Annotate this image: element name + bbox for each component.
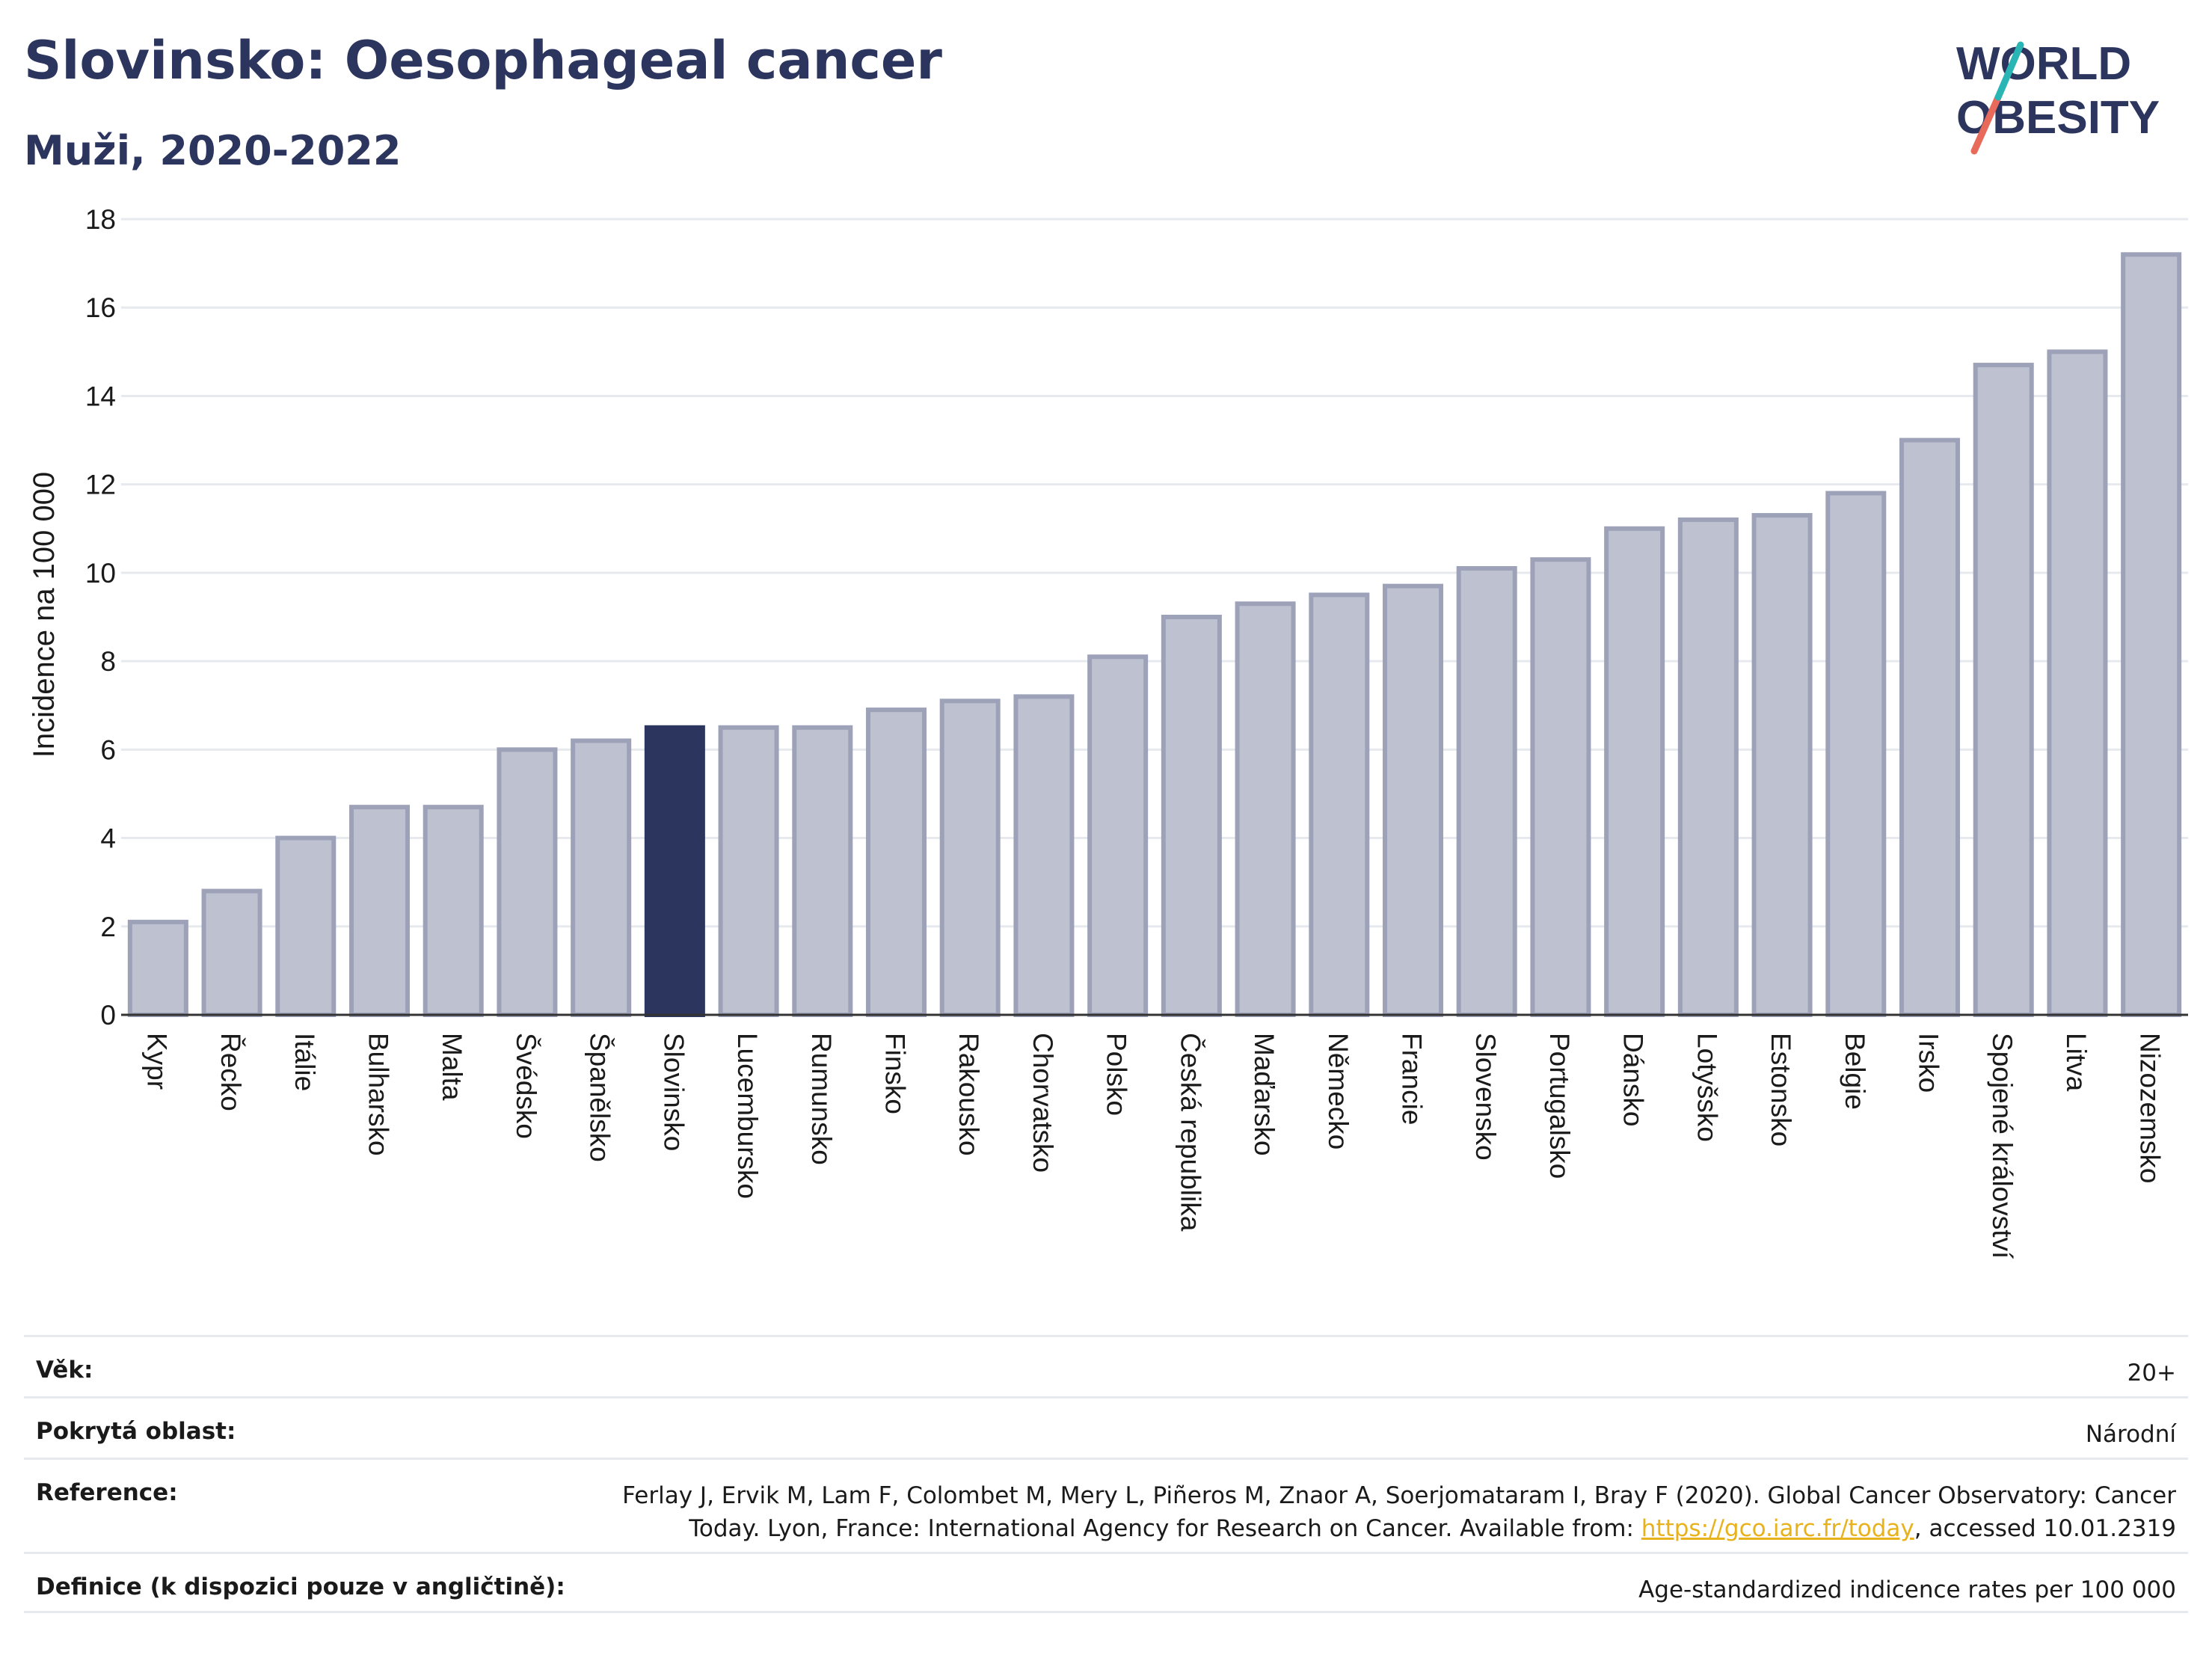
definition-label: Definice (k dispozici pouze v angličtině…: [36, 1573, 565, 1600]
x-tick-label: Španělsko: [585, 1033, 615, 1162]
x-tick-label: Spojené království: [1987, 1033, 2018, 1259]
bar: [1530, 557, 1591, 1017]
bars: [127, 252, 2182, 1018]
info-row-reference: Reference: Ferlay J, Ervik M, Lam F, Col…: [24, 1458, 2188, 1552]
x-tick-label: Finsko: [880, 1033, 911, 1114]
bar: [201, 888, 262, 1017]
logo-line1: WORLD: [1956, 38, 2131, 90]
area-label: Pokrytá oblast:: [36, 1418, 236, 1445]
x-tick-label: Rakousko: [953, 1033, 984, 1156]
y-tick-label: 6: [100, 734, 116, 765]
bar: [275, 835, 337, 1017]
bar: [1825, 491, 1887, 1017]
info-row-definition: Definice (k dispozici pouze v angličtině…: [24, 1552, 2188, 1613]
y-tick-labels: 0 2 4 6 8 10 12 14 16 18: [85, 204, 116, 1031]
bar: [865, 707, 927, 1018]
info-row-area: Pokrytá oblast: Národní: [24, 1396, 2188, 1458]
bar: [571, 738, 632, 1017]
reference-text-3: , accessed 10.01.2319: [1914, 1515, 2176, 1542]
x-tick-label: Řecko: [215, 1033, 246, 1111]
bar: [1677, 517, 1739, 1017]
y-tick-label: 0: [100, 1000, 116, 1031]
x-tick-label: Maďarsko: [1249, 1033, 1279, 1156]
bar: [1751, 513, 1813, 1017]
bar: [1456, 565, 1517, 1017]
x-tick-label: Bulharsko: [363, 1033, 394, 1156]
bar: [1604, 526, 1665, 1017]
y-tick-label: 8: [100, 646, 116, 677]
reference-link[interactable]: https://gco.iarc.fr/today: [1641, 1515, 1914, 1542]
x-tick-label: Estonsko: [1766, 1033, 1796, 1146]
age-label: Věk:: [36, 1357, 93, 1384]
area-value: Národní: [2085, 1421, 2176, 1448]
x-tick-label: Německo: [1323, 1033, 1354, 1149]
bar: [1973, 363, 2034, 1018]
logo-slash-coral: [1970, 93, 2002, 155]
x-tick-label: Irsko: [1914, 1033, 1944, 1093]
bar: [497, 747, 558, 1017]
y-tick-label: 10: [85, 558, 116, 589]
bar: [348, 805, 411, 1017]
y-tick-label: 2: [100, 912, 116, 942]
y-tick-label: 16: [85, 292, 116, 323]
y-tick-label: 12: [85, 470, 116, 500]
y-tick-label: 18: [85, 204, 116, 235]
bar: [1382, 583, 1444, 1017]
x-tick-label: Belgie: [1840, 1033, 1870, 1110]
bar: [1899, 437, 1961, 1017]
x-tick-label: Lucembursko: [732, 1033, 763, 1199]
bar: [1235, 601, 1296, 1017]
x-tick-label: Slovensko: [1470, 1033, 1501, 1161]
bar: [1087, 654, 1149, 1017]
bar-highlight: [644, 725, 705, 1017]
x-tick-label: Lotyšsko: [1692, 1033, 1722, 1142]
bar: [2121, 252, 2182, 1017]
x-tick-label: Portugalsko: [1544, 1033, 1575, 1179]
chart-subtitle: Muži, 2020-2022: [24, 127, 402, 174]
bar: [2047, 349, 2108, 1018]
chart-title: Slovinsko: Oesophageal cancer: [24, 30, 942, 91]
x-tick-label: Chorvatsko: [1027, 1033, 1058, 1173]
reference-text-1: Ferlay J, Ervik M, Lam F, Colombet M, Me…: [622, 1482, 2176, 1509]
x-tick-label: Kypr: [141, 1033, 172, 1090]
logo-slash-teal: [1994, 41, 2024, 101]
reference-text-2: Today. Lyon, France: International Agenc…: [689, 1515, 1641, 1542]
bar: [127, 919, 188, 1018]
bar-chart: 0 2 4 6 8 10 12 14 16 18 Kypr Řecko Itálie Bulharsko…: [28, 204, 2188, 1259]
info-table: Věk: 20+ Pokrytá oblast: Národní Referen…: [24, 1335, 2188, 1613]
x-tick-label: Rumunsko: [806, 1033, 837, 1165]
reference-value: Ferlay J, Ervik M, Lam F, Colombet M, Me…: [622, 1479, 2176, 1545]
y-axis-label: Incidence na 100 000: [28, 472, 61, 758]
x-tick-label: Česká republika: [1175, 1033, 1205, 1232]
x-tick-label: Litva: [2061, 1033, 2092, 1092]
bar: [1013, 694, 1075, 1018]
x-tick-label: Francie: [1397, 1033, 1428, 1125]
y-tick-label: 14: [85, 381, 116, 411]
info-row-age: Věk: 20+: [24, 1335, 2188, 1396]
bar: [1309, 592, 1370, 1017]
bar: [718, 725, 779, 1017]
reference-label: Reference:: [36, 1479, 178, 1506]
x-tick-label: Polsko: [1102, 1033, 1132, 1116]
x-tick-label: Dánsko: [1618, 1033, 1649, 1126]
x-tick-label: Švédsko: [511, 1033, 541, 1139]
bar: [1161, 615, 1222, 1017]
definition-value: Age-standardized indicence rates per 100…: [1638, 1576, 2176, 1603]
bar: [423, 805, 484, 1017]
age-value: 20+: [2127, 1360, 2176, 1387]
x-tick-label: Itálie: [289, 1033, 320, 1091]
x-tick-label: Slovinsko: [658, 1033, 689, 1151]
bar: [792, 725, 853, 1017]
world-obesity-logo: WORLD OBESITY: [1956, 38, 2160, 155]
x-tick-label: Nizozemsko: [2135, 1033, 2166, 1184]
bar: [939, 698, 1001, 1017]
x-tick-label: Malta: [437, 1033, 467, 1101]
x-tick-labels: Kypr Řecko Itálie Bulharsko Malta Švédsko Špan…: [141, 1033, 2165, 1259]
y-tick-label: 4: [100, 823, 116, 854]
